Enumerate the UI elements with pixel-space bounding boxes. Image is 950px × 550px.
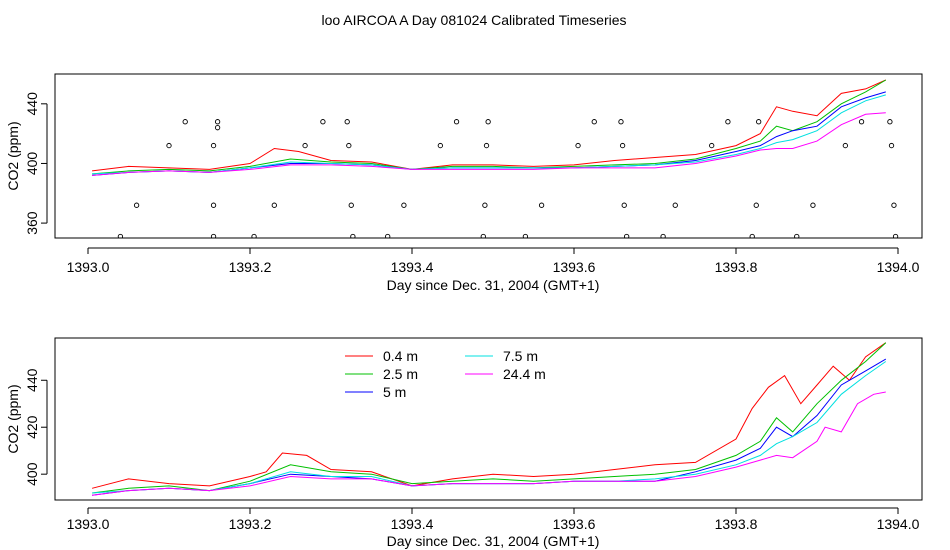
y-tick-label: 440 — [24, 368, 40, 392]
series-line-3 — [92, 94, 886, 175]
data-marker — [888, 142, 895, 149]
legend-label: 2.5 m — [383, 366, 418, 382]
plot-area — [91, 342, 887, 496]
plot-frame — [54, 337, 923, 501]
legend-label: 7.5 m — [503, 348, 538, 364]
data-marker — [887, 119, 893, 125]
y-tick-label: 400 — [24, 152, 40, 176]
data-marker — [117, 233, 124, 238]
x-tick-label: 1393.2 — [229, 516, 272, 532]
series-line-7-5-m — [92, 361, 887, 494]
data-marker — [320, 119, 326, 125]
x-tick-label: 1394.0 — [877, 259, 920, 275]
legend-label: 5 m — [383, 384, 406, 400]
y-tick-label: 440 — [24, 92, 40, 116]
data-marker — [214, 125, 221, 131]
data-marker — [842, 142, 848, 149]
series-line-0 — [92, 79, 887, 172]
data-marker — [350, 233, 356, 238]
data-marker — [302, 142, 308, 149]
data-marker — [891, 202, 897, 208]
x-tick-label: 1393.6 — [553, 259, 596, 275]
x-tick-label: 1393.0 — [67, 259, 110, 275]
data-marker — [810, 202, 816, 208]
data-marker — [385, 233, 391, 238]
data-marker — [344, 119, 350, 125]
x-tick-label: 1394.0 — [877, 516, 920, 532]
legend-label: 0.4 m — [383, 348, 418, 364]
data-marker — [346, 142, 352, 149]
plot-area — [92, 79, 899, 238]
data-marker — [166, 142, 172, 149]
series-line-1 — [92, 79, 887, 175]
data-marker — [251, 233, 257, 238]
y-tick-label: 360 — [24, 211, 40, 235]
x-tick-label: 1393.8 — [715, 516, 758, 532]
series-line-24-4-m — [92, 391, 886, 496]
data-marker — [482, 202, 488, 208]
data-marker — [271, 202, 277, 208]
data-marker — [483, 142, 490, 149]
top-panel: 1393.0 1393.2 1393.4 1393.6 1393.8 1394.0 Day … — [5, 73, 923, 293]
data-marker — [437, 142, 443, 149]
y-tick-label: 400 — [24, 462, 40, 486]
y-axis-label: CO2 (ppm) — [5, 121, 21, 190]
series-line-0-4-m — [91, 342, 887, 489]
data-marker — [210, 233, 217, 238]
data-marker — [753, 202, 759, 208]
data-marker — [401, 202, 407, 208]
data-marker — [794, 233, 800, 238]
x-tick-label: 1393.2 — [229, 259, 272, 275]
data-marker — [672, 202, 678, 208]
x-tick-label: 1393.8 — [715, 259, 758, 275]
bottom-panel: 1393.0 1393.2 1393.4 1393.6 1393.8 1394.0 Day … — [5, 337, 923, 549]
data-marker — [756, 119, 762, 125]
x-tick-label: 1393.0 — [67, 516, 110, 532]
data-marker — [133, 202, 140, 208]
data-marker — [591, 119, 597, 125]
data-marker — [485, 119, 491, 125]
data-marker — [480, 233, 486, 238]
data-marker — [538, 202, 545, 208]
x-tick-label: 1393.4 — [391, 516, 434, 532]
x-tick-label: 1393.4 — [391, 259, 434, 275]
data-marker — [749, 233, 755, 238]
data-marker — [348, 202, 354, 208]
data-marker — [618, 119, 624, 125]
figure-title: loo AIRCOA A Day 081024 Calibrated Times… — [321, 12, 626, 28]
series-line-2-5-m — [92, 342, 887, 494]
data-marker — [621, 202, 627, 208]
data-marker — [522, 233, 529, 238]
series-line-2 — [92, 91, 886, 176]
data-marker — [453, 119, 460, 125]
data-marker — [210, 142, 217, 149]
data-marker — [660, 233, 666, 238]
data-marker — [210, 202, 217, 208]
plot-frame — [54, 73, 923, 239]
x-axis-label: Day since Dec. 31, 2004 (GMT+1) — [387, 277, 600, 293]
x-tick-label: 1393.6 — [553, 516, 596, 532]
legend-label: 24.4 m — [503, 366, 546, 382]
data-marker — [892, 233, 899, 238]
x-axis-label: Day since Dec. 31, 2004 (GMT+1) — [387, 533, 600, 549]
data-marker — [709, 142, 715, 149]
series-line-4 — [92, 112, 886, 176]
data-marker — [725, 119, 731, 125]
data-marker — [182, 119, 188, 125]
y-tick-label: 420 — [24, 415, 40, 439]
y-axis-label: CO2 (ppm) — [5, 384, 21, 453]
data-marker — [214, 119, 221, 125]
data-marker — [858, 119, 865, 125]
data-marker — [624, 233, 630, 238]
data-marker — [575, 142, 581, 149]
data-marker — [619, 142, 626, 149]
